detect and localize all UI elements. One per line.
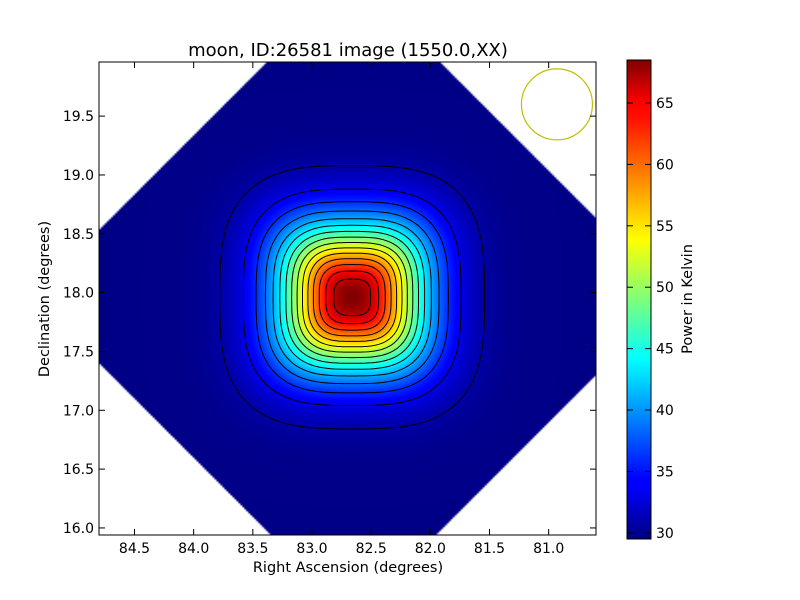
colorbar-tick-label: 55 — [656, 219, 674, 235]
contour-line-9 — [302, 247, 403, 348]
x-tick-label: 82.5 — [356, 541, 387, 557]
colorbar: 30 35 40 45 50 55 60 65 Power in Kelvin — [626, 59, 696, 542]
contour-line-2 — [255, 201, 449, 394]
colorbar-tick-label: 45 — [656, 342, 674, 358]
beam-circle — [520, 68, 594, 141]
y-tick-label: 17.5 — [63, 344, 94, 360]
contour-line-14 — [333, 278, 372, 317]
colorbar-tick-label: 50 — [656, 280, 674, 296]
plot-frame — [98, 61, 597, 536]
y-tick-label: 18.0 — [63, 286, 94, 302]
contour-line-6 — [285, 230, 419, 364]
colorbar-gradient — [627, 60, 651, 539]
contour-line-8 — [296, 242, 408, 353]
x-tick-label: 83.0 — [296, 541, 327, 557]
x-axis-label: Right Ascension (degrees) — [253, 560, 443, 576]
y-axis-label: Declination (degrees) — [37, 221, 53, 377]
y-axis-ticks: 16.0 16.5 17.0 17.5 18.0 18.5 19.0 19.5 — [63, 109, 596, 537]
contour-line-12 — [318, 264, 386, 331]
contour-line-7 — [291, 236, 414, 359]
x-axis-ticks: 84.5 84.0 83.5 83.0 82.5 82.0 81.5 81.0 — [119, 62, 564, 557]
x-tick-label: 81.0 — [533, 541, 564, 557]
contour-lines — [219, 165, 486, 430]
colorbar-tick-label: 60 — [656, 157, 674, 173]
y-tick-label: 16.5 — [63, 462, 94, 478]
y-tick-label: 17.0 — [63, 403, 94, 419]
x-tick-label: 82.0 — [415, 541, 446, 557]
heatmap-image — [99, 62, 596, 535]
contour-line-11 — [312, 258, 392, 337]
colorbar-frame — [626, 59, 652, 540]
x-tick-label: 81.5 — [474, 541, 505, 557]
contour-line-10 — [307, 252, 398, 342]
contour-line-5 — [279, 224, 426, 370]
colorbar-label: Power in Kelvin — [680, 244, 696, 354]
x-tick-label: 83.5 — [237, 541, 268, 557]
contour-line-1 — [242, 188, 462, 407]
heatmap-raster — [99, 62, 596, 535]
contour-line-0 — [219, 165, 486, 430]
contour-line-3 — [264, 210, 440, 385]
colorbar-tick-label: 40 — [656, 403, 674, 419]
y-tick-label: 18.5 — [63, 227, 94, 243]
x-tick-label: 84.5 — [119, 541, 150, 557]
contour-line-13 — [325, 270, 380, 325]
colorbar-ticks: 30 35 40 45 50 55 60 65 — [627, 96, 674, 542]
colorbar-tick-label: 65 — [656, 96, 674, 112]
chart-title: moon, ID:26581 image (1550.0,XX) — [188, 40, 508, 61]
colorbar-tick-label: 35 — [656, 464, 674, 480]
y-tick-label: 19.0 — [63, 168, 94, 184]
contour-line-4 — [272, 218, 432, 377]
y-tick-label: 19.5 — [63, 109, 94, 125]
colorbar-tick-label: 30 — [656, 526, 674, 542]
y-tick-label: 16.0 — [63, 521, 94, 537]
x-tick-label: 84.0 — [178, 541, 209, 557]
